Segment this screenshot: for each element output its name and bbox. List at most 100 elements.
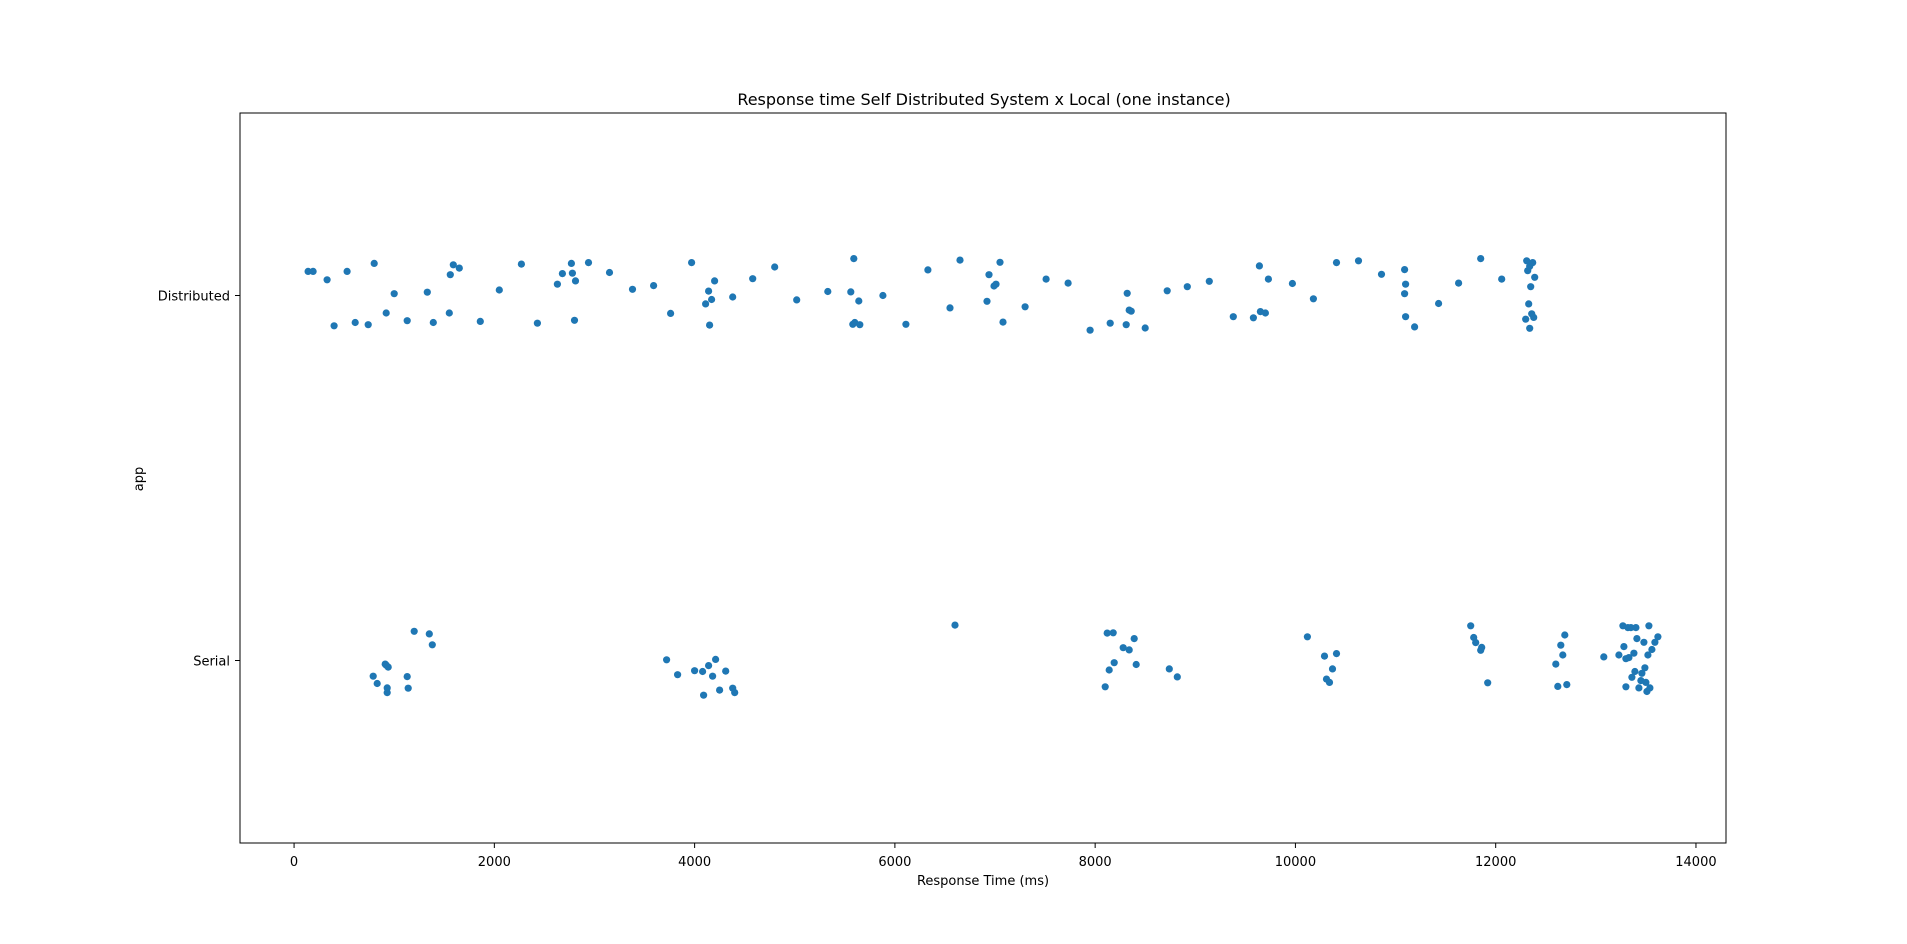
data-point bbox=[1478, 643, 1486, 652]
data-point bbox=[584, 259, 593, 267]
data-point bbox=[425, 630, 433, 638]
data-point bbox=[712, 655, 720, 664]
data-point bbox=[369, 672, 377, 680]
data-point bbox=[309, 267, 317, 275]
data-point bbox=[1615, 651, 1623, 659]
x-tick-label: 0 bbox=[290, 855, 298, 870]
data-point bbox=[323, 276, 331, 284]
data-point bbox=[1527, 283, 1535, 291]
data-point bbox=[699, 667, 707, 676]
data-point bbox=[722, 667, 730, 675]
data-point bbox=[956, 256, 964, 264]
data-point bbox=[705, 287, 713, 295]
data-point bbox=[571, 277, 580, 285]
data-point bbox=[824, 287, 832, 296]
data-point bbox=[691, 667, 699, 675]
data-point bbox=[1328, 665, 1337, 673]
data-point bbox=[711, 277, 719, 285]
data-point bbox=[749, 275, 757, 283]
data-point bbox=[476, 317, 484, 325]
data-point bbox=[455, 264, 463, 272]
data-point bbox=[1435, 299, 1443, 308]
data-point bbox=[449, 261, 457, 269]
data-point bbox=[688, 259, 696, 267]
data-point bbox=[1645, 622, 1653, 630]
data-point bbox=[1635, 684, 1643, 692]
data-point bbox=[674, 671, 682, 679]
data-point bbox=[1526, 324, 1534, 332]
data-point bbox=[1554, 682, 1562, 691]
data-point bbox=[370, 259, 378, 267]
data-point bbox=[1288, 279, 1296, 288]
data-point bbox=[495, 286, 503, 294]
data-point bbox=[1255, 262, 1263, 270]
x-axis-label: Response Time (ms) bbox=[917, 874, 1049, 889]
data-point bbox=[1559, 651, 1567, 659]
data-point bbox=[404, 684, 412, 692]
data-point bbox=[1103, 629, 1111, 637]
data-point bbox=[706, 321, 714, 329]
data-point bbox=[423, 288, 431, 296]
data-point bbox=[1622, 683, 1630, 691]
data-point bbox=[1130, 635, 1138, 643]
data-point bbox=[351, 318, 359, 327]
x-tick-label: 10000 bbox=[1275, 855, 1316, 870]
data-point bbox=[553, 280, 562, 288]
data-point bbox=[771, 263, 779, 271]
data-point bbox=[996, 258, 1004, 266]
series-distributed bbox=[304, 255, 1539, 334]
data-point bbox=[1630, 649, 1638, 657]
data-point bbox=[1354, 257, 1363, 265]
data-point bbox=[1552, 660, 1560, 668]
data-point bbox=[1264, 275, 1272, 283]
data-point bbox=[517, 260, 526, 268]
x-tick-label: 8000 bbox=[1079, 855, 1112, 870]
data-point bbox=[1163, 287, 1171, 295]
y-axis-label: app bbox=[132, 467, 147, 491]
data-point bbox=[716, 686, 724, 694]
data-point bbox=[1525, 300, 1533, 308]
x-tick-label: 6000 bbox=[878, 855, 911, 870]
data-point bbox=[731, 689, 739, 697]
data-point bbox=[1625, 654, 1633, 662]
data-point bbox=[1530, 313, 1538, 321]
data-point bbox=[1261, 309, 1269, 317]
data-point bbox=[343, 267, 351, 275]
data-point bbox=[663, 656, 671, 664]
data-point bbox=[1125, 646, 1133, 654]
data-point bbox=[1557, 641, 1565, 649]
data-point bbox=[879, 291, 887, 300]
data-point bbox=[1631, 667, 1639, 676]
data-point bbox=[1127, 307, 1135, 315]
data-point bbox=[1332, 650, 1341, 658]
data-point bbox=[1472, 639, 1480, 647]
data-point bbox=[1165, 665, 1173, 673]
data-point bbox=[533, 319, 542, 327]
data-point bbox=[985, 271, 993, 279]
data-point bbox=[700, 691, 708, 699]
x-tick-label: 2000 bbox=[478, 855, 511, 870]
data-point bbox=[708, 295, 716, 304]
data-point bbox=[410, 627, 418, 635]
data-point bbox=[304, 267, 312, 275]
data-point bbox=[1531, 273, 1539, 281]
data-point bbox=[1641, 664, 1649, 672]
data-point bbox=[1042, 275, 1050, 283]
data-point bbox=[558, 270, 567, 278]
data-point bbox=[1455, 279, 1463, 287]
data-point bbox=[1632, 624, 1640, 632]
data-point bbox=[383, 684, 391, 692]
data-point bbox=[1654, 633, 1662, 641]
data-point bbox=[428, 641, 436, 649]
data-point bbox=[729, 293, 737, 301]
data-point bbox=[568, 269, 577, 277]
chart-title: Response time Self Distributed System x … bbox=[737, 90, 1230, 109]
data-point bbox=[999, 318, 1007, 326]
data-point bbox=[445, 309, 453, 317]
data-point bbox=[390, 290, 398, 298]
data-point bbox=[1132, 660, 1140, 669]
data-point bbox=[403, 673, 411, 681]
data-point bbox=[628, 285, 637, 293]
data-point bbox=[1401, 266, 1409, 274]
